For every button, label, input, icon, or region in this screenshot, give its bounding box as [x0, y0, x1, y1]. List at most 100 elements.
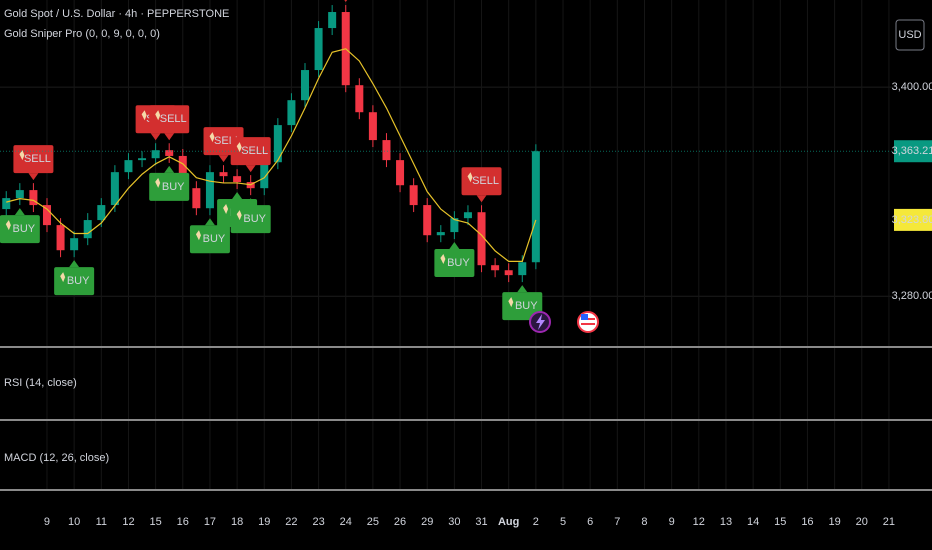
x-tick-label: 24	[340, 516, 352, 528]
currency-label[interactable]: USD	[898, 29, 921, 41]
flag-icon	[577, 311, 599, 333]
candle-body	[382, 140, 391, 161]
candle-body	[29, 190, 38, 206]
candle-body	[328, 12, 337, 29]
y-tick-label: 3,400.00	[892, 81, 932, 93]
x-tick-label: 21	[883, 516, 895, 528]
signal-icon	[440, 254, 446, 265]
pane-label: MACD (12, 26, close)	[4, 452, 109, 464]
x-tick-label: 13	[720, 516, 732, 528]
candle-body	[178, 155, 187, 189]
signal-pointer	[245, 165, 256, 173]
signal-box	[13, 145, 54, 174]
signal-label: SELL	[24, 153, 51, 165]
candle-body	[273, 125, 282, 163]
x-tick-label: 25	[367, 516, 379, 528]
x-tick-label: 17	[204, 516, 216, 528]
candle-body	[124, 160, 133, 173]
candle-body	[450, 218, 459, 233]
signal-icon	[5, 220, 11, 231]
x-tick-label: 9	[44, 516, 50, 528]
signal-pointer	[164, 165, 175, 173]
currency-button[interactable]	[895, 19, 925, 51]
x-tick-label: 16	[177, 516, 189, 528]
candle-body	[518, 262, 527, 276]
x-tick-label: 7	[614, 516, 620, 528]
candle-body	[300, 70, 309, 101]
x-tick-label: 12	[693, 516, 705, 528]
x-tick-label: 16	[801, 516, 813, 528]
candle-body	[314, 28, 323, 71]
signal-box	[149, 105, 190, 134]
x-tick-label: 11	[96, 516, 107, 528]
x-tick-label: 9	[669, 516, 675, 528]
price-label: 3,323.80	[892, 214, 932, 226]
signal-label: BUY	[203, 233, 226, 245]
candle-body	[355, 85, 364, 113]
chart-title: Gold Spot / U.S. Dollar · 4h · PEPPERSTO…	[4, 8, 229, 20]
x-tick-label: 22	[285, 516, 297, 528]
signal-pointer	[14, 208, 25, 216]
y-tick-label: 3,280.00	[892, 290, 932, 302]
signal-label: BUY	[162, 181, 185, 193]
candle-body	[409, 185, 418, 206]
candle-body	[192, 188, 201, 209]
signal-icon	[508, 297, 514, 308]
grid	[0, 0, 893, 490]
signal-icon	[195, 230, 201, 241]
signal-label: BUY	[447, 257, 470, 269]
x-tick-label: 19	[258, 516, 270, 528]
price-label-box	[894, 140, 932, 163]
candle-body	[219, 172, 228, 177]
signal-icon	[155, 177, 161, 188]
candle-body	[463, 212, 472, 219]
candle-body	[110, 172, 119, 206]
x-tick-label: Aug	[498, 516, 519, 528]
signal-label: BUY	[67, 275, 90, 287]
signal-box	[230, 205, 271, 234]
signal-pointer	[449, 242, 460, 250]
x-tick-label: 15	[149, 516, 161, 528]
candle-body	[42, 205, 51, 226]
price-label: 3,363.21	[892, 145, 932, 157]
x-tick-label: 8	[641, 516, 647, 528]
signal-box	[502, 292, 543, 321]
signal-icon	[155, 110, 161, 121]
signal-box	[54, 267, 95, 296]
x-tick-label: 26	[394, 516, 406, 528]
candle-body	[477, 212, 486, 266]
moving-average	[6, 48, 537, 262]
signal-icon	[141, 110, 147, 121]
signal-icon	[223, 204, 229, 215]
candle-body	[260, 162, 269, 189]
signal-pointer	[218, 155, 229, 163]
candle-body	[15, 190, 24, 199]
signal-box	[461, 167, 502, 196]
candle-body	[205, 172, 214, 209]
signal-icon	[19, 150, 25, 161]
x-tick-label: 12	[122, 516, 134, 528]
candle-body	[287, 100, 296, 126]
x-tick-label: 6	[587, 516, 593, 528]
candle-body	[396, 160, 405, 186]
signal-box	[149, 172, 190, 201]
candle-body	[368, 112, 377, 141]
candle-body	[531, 151, 540, 263]
x-tick-label: 5	[560, 516, 566, 528]
candle-body	[504, 270, 513, 276]
candle-body	[165, 150, 174, 156]
signal-box	[0, 215, 40, 244]
signal-pointer	[476, 195, 487, 203]
signal-pointer	[164, 133, 175, 141]
x-tick-label: 31	[475, 516, 487, 528]
signal-pointer	[28, 173, 39, 181]
x-tick-label: 2	[533, 516, 539, 528]
candle-body	[233, 176, 242, 183]
signal-label: SELL	[472, 175, 499, 187]
signal-icon	[236, 142, 242, 153]
signal-pointer	[150, 133, 161, 141]
x-tick-label: 29	[421, 516, 433, 528]
signal-icon	[60, 272, 66, 283]
candle-body	[2, 198, 11, 210]
signal-box	[230, 137, 271, 166]
